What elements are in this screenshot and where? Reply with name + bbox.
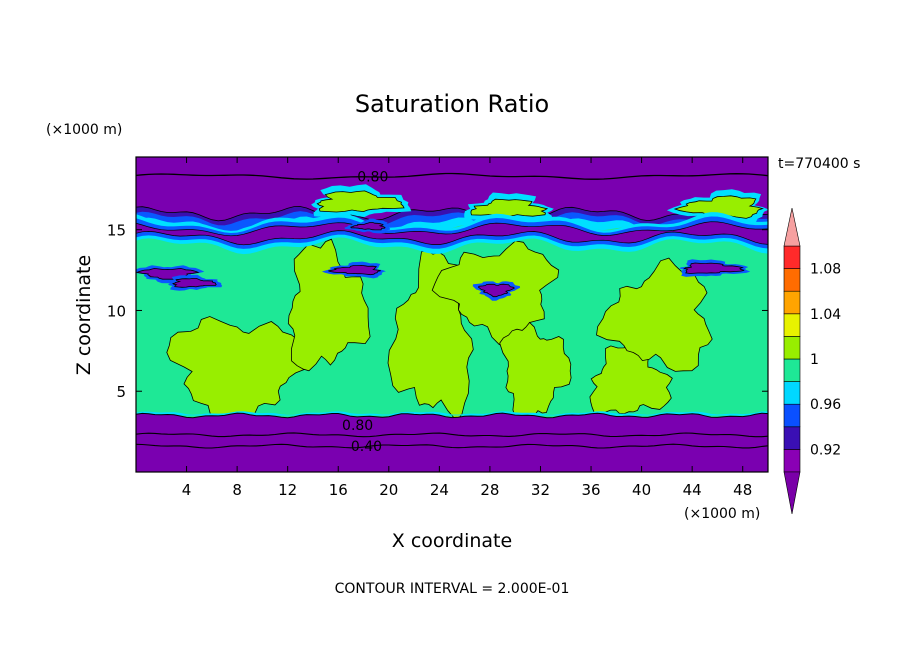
x-tick-label: 36 xyxy=(581,481,600,499)
saturation-field xyxy=(136,157,768,472)
colorbar-tick-label: 0.92 xyxy=(810,442,841,458)
plot-frame xyxy=(135,156,769,473)
colorbar-segment xyxy=(783,313,801,337)
contour-labels: 0.80 0.80 0.40 xyxy=(342,169,388,455)
colorbar-segment xyxy=(783,381,801,405)
saturated-patch xyxy=(499,321,572,426)
dry-streak xyxy=(328,264,381,276)
y-tick-label: 5 xyxy=(116,383,126,401)
contour-label: 0.40 xyxy=(351,439,382,455)
y-axis-label: Z coordinate xyxy=(73,255,95,375)
colorbar-segment xyxy=(783,245,801,269)
x-unit-label: (×1000 m) xyxy=(684,506,760,522)
y-axis-ticks: 5 10 15 xyxy=(107,222,768,401)
colorbar-segment xyxy=(783,426,801,450)
lower-cyan-band xyxy=(136,411,768,416)
colorbar-tick-label: 1.08 xyxy=(810,262,841,278)
dry-streak xyxy=(350,222,386,231)
x-tick-label: 8 xyxy=(232,481,242,499)
x-axis-label: X coordinate xyxy=(392,530,512,552)
colorbar-segment xyxy=(783,449,801,473)
x-axis-ticks: 4 8 12 16 20 24 28 32 36 40 44 48 xyxy=(182,157,752,499)
x-tick-label: 12 xyxy=(278,481,297,499)
lower-dry-layer xyxy=(136,412,768,472)
colorbar-segment xyxy=(783,358,801,382)
x-tick-label: 48 xyxy=(733,481,752,499)
colorbar-segment xyxy=(783,403,801,428)
x-tick-label: 16 xyxy=(329,481,348,499)
x-tick-label: 44 xyxy=(683,481,702,499)
contour-interval-footer: CONTOUR INTERVAL = 2.000E-01 xyxy=(335,581,570,597)
x-tick-label: 24 xyxy=(430,481,449,499)
colorbar-under-arrow xyxy=(783,471,801,515)
contour-line-080-upper xyxy=(136,172,768,180)
y-tick-label: 15 xyxy=(107,222,126,240)
upper-dry-layer xyxy=(136,157,768,222)
x-tick-label: 28 xyxy=(480,481,499,499)
y-unit-label: (×1000 m) xyxy=(46,122,122,138)
contour-label: 0.80 xyxy=(342,418,373,434)
x-tick-label: 20 xyxy=(379,481,398,499)
chart-title: Saturation Ratio xyxy=(355,90,549,118)
x-tick-label: 40 xyxy=(632,481,651,499)
saturated-patch xyxy=(166,316,318,429)
contour-line-lower xyxy=(136,432,768,438)
colorbar-segment xyxy=(783,336,801,360)
colorbar-over-arrow xyxy=(783,207,801,247)
x-tick-label: 32 xyxy=(531,481,550,499)
colorbar-segment xyxy=(783,290,801,315)
colorbar-tick-label: 0.96 xyxy=(810,397,841,413)
mid-dry-band xyxy=(136,221,768,246)
upper-cloud-core xyxy=(673,195,764,219)
dry-streak xyxy=(172,278,217,288)
x-tick-label: 4 xyxy=(182,481,192,499)
y-tick-label: 10 xyxy=(107,302,126,320)
dry-streak xyxy=(683,262,745,274)
contour-line-lower xyxy=(136,443,768,449)
upper-cloud-core xyxy=(316,190,405,213)
colorbar-tick-label: 1.04 xyxy=(810,307,841,323)
time-label: t=770400 s xyxy=(778,156,860,172)
dry-streak xyxy=(478,283,515,298)
colorbar-segment xyxy=(783,268,801,292)
contour-label: 0.80 xyxy=(357,169,388,185)
colorbar-tick-label: 1 xyxy=(810,352,819,368)
colorbar: 0.92 0.96 1 1.04 1.08 xyxy=(783,207,841,515)
upper-cloud-core xyxy=(470,198,549,217)
